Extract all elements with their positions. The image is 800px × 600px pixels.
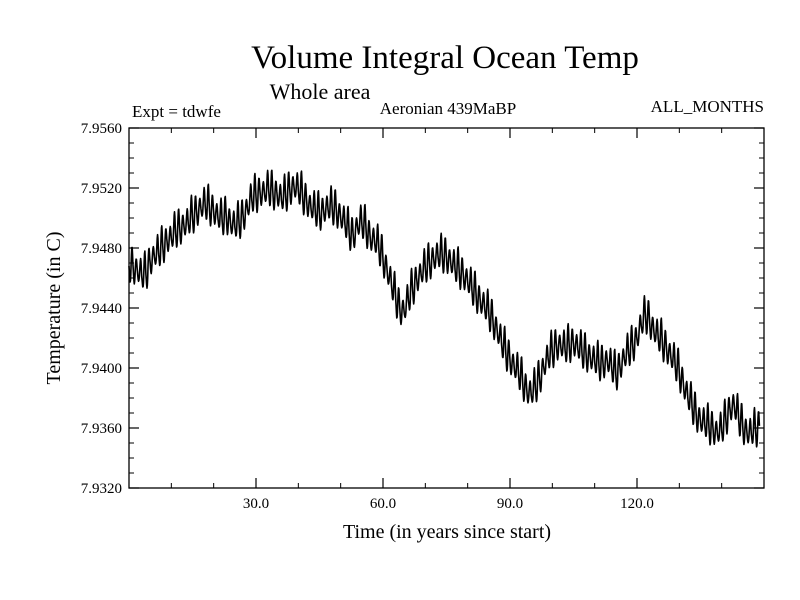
y-tick-label: 7.9560 (81, 121, 122, 137)
x-tick-label: 90.0 (497, 496, 523, 512)
x-tick-label: 60.0 (370, 496, 396, 512)
chart-subtitle: Whole area (270, 79, 371, 104)
period-label: Aeronian 439MaBP (380, 99, 516, 118)
y-tick-label: 7.9320 (81, 481, 122, 497)
y-tick-label: 7.9480 (81, 241, 122, 257)
series-line (128, 169, 761, 448)
y-tick-label: 7.9360 (81, 421, 122, 437)
y-axis-label: Temperature (in C) (43, 232, 65, 385)
x-tick-label: 30.0 (243, 496, 269, 512)
axis-ticks: 7.9320 7.9360 7.9400 7.9440 7.9480 7.9520 7.95… (81, 121, 765, 512)
experiment-label: Expt = tdwfe (132, 102, 221, 121)
x-axis-label: Time (in years since start) (343, 521, 551, 543)
y-tick-label: 7.9440 (81, 301, 122, 317)
plot-frame (128, 127, 765, 489)
y-tick-label: 7.9520 (81, 181, 122, 197)
series-layer (128, 169, 761, 448)
x-tick-label: 120.0 (620, 496, 654, 512)
months-label: ALL_MONTHS (651, 97, 764, 116)
chart-title: Volume Integral Ocean Temp (251, 40, 639, 76)
y-tick-label: 7.9400 (81, 361, 122, 377)
